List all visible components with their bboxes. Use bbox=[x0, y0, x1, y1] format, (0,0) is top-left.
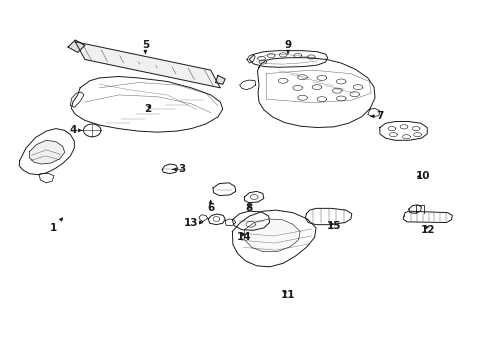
Polygon shape bbox=[39, 174, 54, 183]
Polygon shape bbox=[75, 42, 220, 88]
Polygon shape bbox=[244, 192, 264, 203]
Text: 2: 2 bbox=[144, 104, 151, 114]
Polygon shape bbox=[199, 215, 207, 221]
Polygon shape bbox=[249, 51, 327, 67]
Polygon shape bbox=[408, 205, 421, 213]
Polygon shape bbox=[257, 58, 374, 127]
Polygon shape bbox=[367, 108, 379, 117]
Text: 14: 14 bbox=[237, 232, 251, 242]
Polygon shape bbox=[71, 77, 223, 132]
Text: 11: 11 bbox=[280, 290, 295, 300]
Text: 7: 7 bbox=[370, 111, 383, 121]
Text: 15: 15 bbox=[326, 221, 341, 231]
Text: 3: 3 bbox=[172, 165, 185, 174]
Polygon shape bbox=[232, 211, 269, 230]
Text: 6: 6 bbox=[206, 200, 214, 213]
Polygon shape bbox=[208, 214, 224, 225]
Polygon shape bbox=[29, 140, 64, 164]
Polygon shape bbox=[232, 210, 315, 267]
Polygon shape bbox=[68, 40, 85, 53]
Text: 13: 13 bbox=[183, 217, 202, 228]
Polygon shape bbox=[379, 122, 427, 140]
Polygon shape bbox=[244, 219, 300, 252]
Polygon shape bbox=[305, 208, 351, 225]
Polygon shape bbox=[239, 80, 255, 90]
Polygon shape bbox=[246, 54, 255, 63]
Polygon shape bbox=[213, 183, 235, 195]
Text: 12: 12 bbox=[420, 225, 435, 235]
Text: 4: 4 bbox=[69, 125, 82, 135]
Polygon shape bbox=[224, 219, 235, 225]
Polygon shape bbox=[215, 76, 224, 84]
Text: 8: 8 bbox=[245, 203, 252, 213]
Polygon shape bbox=[70, 92, 84, 107]
Polygon shape bbox=[162, 164, 178, 174]
Text: 9: 9 bbox=[284, 40, 291, 53]
Polygon shape bbox=[402, 211, 451, 222]
Text: 1: 1 bbox=[50, 218, 62, 233]
Polygon shape bbox=[19, 129, 74, 175]
Text: 5: 5 bbox=[142, 40, 149, 53]
Text: 10: 10 bbox=[415, 171, 430, 181]
